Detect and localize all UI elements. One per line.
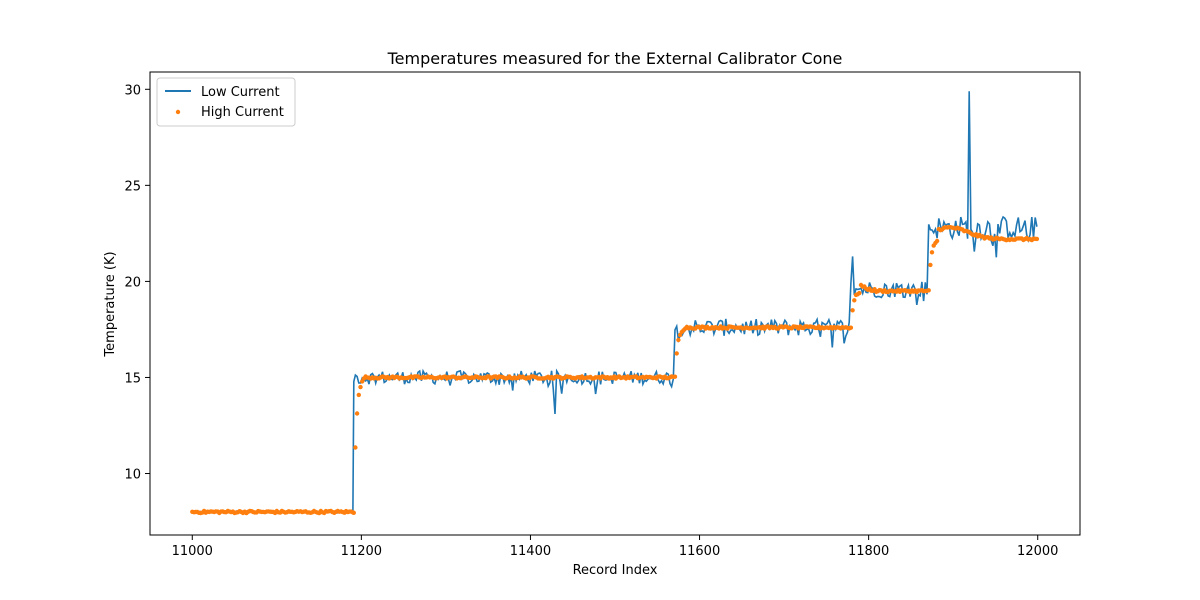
high-current-point (356, 392, 361, 398)
axes-frame (149, 71, 1081, 536)
series-high-current (190, 225, 1040, 516)
high-current-point (353, 445, 358, 450)
high-current-point (1034, 236, 1040, 242)
x-tick-label: 11400 (510, 544, 551, 559)
x-tick-label: 11600 (679, 544, 720, 559)
x-tick-label: 12000 (1017, 544, 1058, 559)
high-current-point (926, 288, 931, 293)
legend-high-current-label: High Current (201, 105, 284, 120)
x-tick-label: 11200 (341, 544, 382, 559)
chart-title: Temperatures measured for the External C… (387, 49, 843, 68)
high-current-point (928, 262, 933, 268)
legend-box (156, 77, 296, 127)
high-current-point (857, 290, 862, 296)
x-axis-label: Record Index (573, 563, 658, 578)
x-tick-label: 11000 (172, 544, 213, 559)
high-current-point (850, 308, 855, 313)
y-tick-label: 30 (124, 83, 141, 98)
y-axis-label: Temperature (K) (103, 251, 118, 357)
high-current-point (358, 384, 363, 390)
plot-area (190, 91, 1040, 516)
high-current-point (852, 298, 857, 303)
y-tick-label: 20 (124, 275, 141, 290)
x-tick-label: 11800 (848, 544, 889, 559)
legend: Low Current High Current (156, 77, 296, 127)
y-tick-label: 10 (124, 468, 141, 483)
high-current-point (929, 250, 935, 255)
y-tick-label: 25 (124, 179, 141, 194)
high-current-point (848, 325, 854, 330)
legend-high-current-marker (175, 109, 181, 115)
x-axis: 11000 11200 11400 11600 11800 12000 (172, 535, 1058, 559)
high-current-point (351, 510, 356, 515)
legend-low-current-label: Low Current (201, 85, 280, 100)
high-current-point (672, 374, 678, 379)
high-current-point (674, 351, 679, 356)
high-current-point (676, 337, 681, 343)
y-axis: 10 15 20 25 30 (124, 83, 150, 483)
high-current-point (354, 411, 360, 416)
high-current-point (934, 238, 940, 244)
y-tick-label: 15 (124, 371, 141, 386)
